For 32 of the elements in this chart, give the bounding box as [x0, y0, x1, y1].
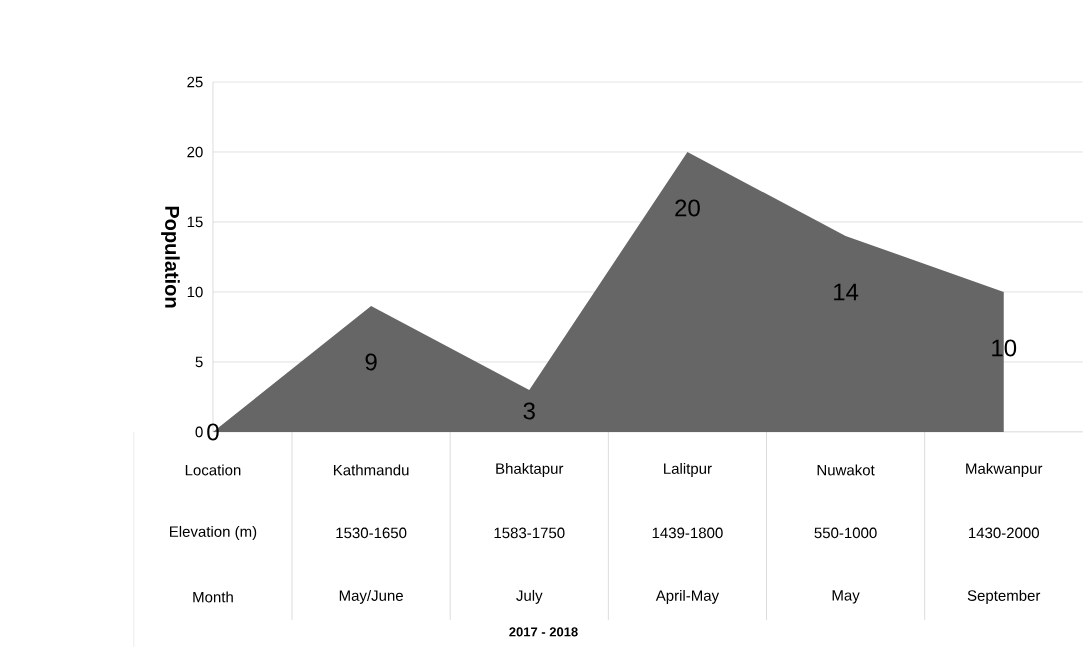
text: April-May	[655, 589, 720, 604]
text: July	[516, 589, 543, 604]
text: 1530-1650	[336, 527, 407, 539]
y-tick-label: 0	[195, 426, 203, 438]
text: 550-1000	[814, 527, 877, 539]
x-tick-label: Location	[185, 464, 241, 476]
data-label: 10	[992, 339, 1017, 357]
text: Month	[193, 591, 233, 603]
y-tick-label: 5	[195, 356, 203, 368]
y-tick-label: 25	[187, 76, 203, 88]
data-label: 20	[675, 199, 700, 217]
y-tick-label: 15	[187, 216, 203, 228]
text: 1430-2000	[969, 527, 1039, 539]
data-label: 3	[523, 402, 535, 420]
text: 2017 - 2018	[509, 627, 578, 637]
y-tick-label: 10	[187, 286, 203, 298]
y-axis-title: Population	[161, 206, 180, 308]
x-tick-label: Lalitpur	[664, 462, 712, 477]
text: May	[832, 590, 860, 604]
data-label: 14	[834, 283, 859, 301]
text: September	[967, 589, 1041, 604]
text: Elevation (m)	[170, 525, 257, 540]
text: 1439-1800	[652, 527, 723, 539]
x-tick-label: Nuwakot	[817, 464, 875, 476]
text: 1583-1750	[494, 527, 565, 539]
data-label: 9	[365, 353, 377, 371]
x-tick-label: Bhaktapur	[496, 462, 564, 477]
data-label: 0	[207, 423, 219, 441]
x-tick-label: Makwanpur	[966, 462, 1043, 477]
y-tick-label: 20	[187, 146, 203, 158]
x-tick-label: Kathmandu	[333, 464, 409, 476]
text: May/June	[339, 589, 403, 604]
